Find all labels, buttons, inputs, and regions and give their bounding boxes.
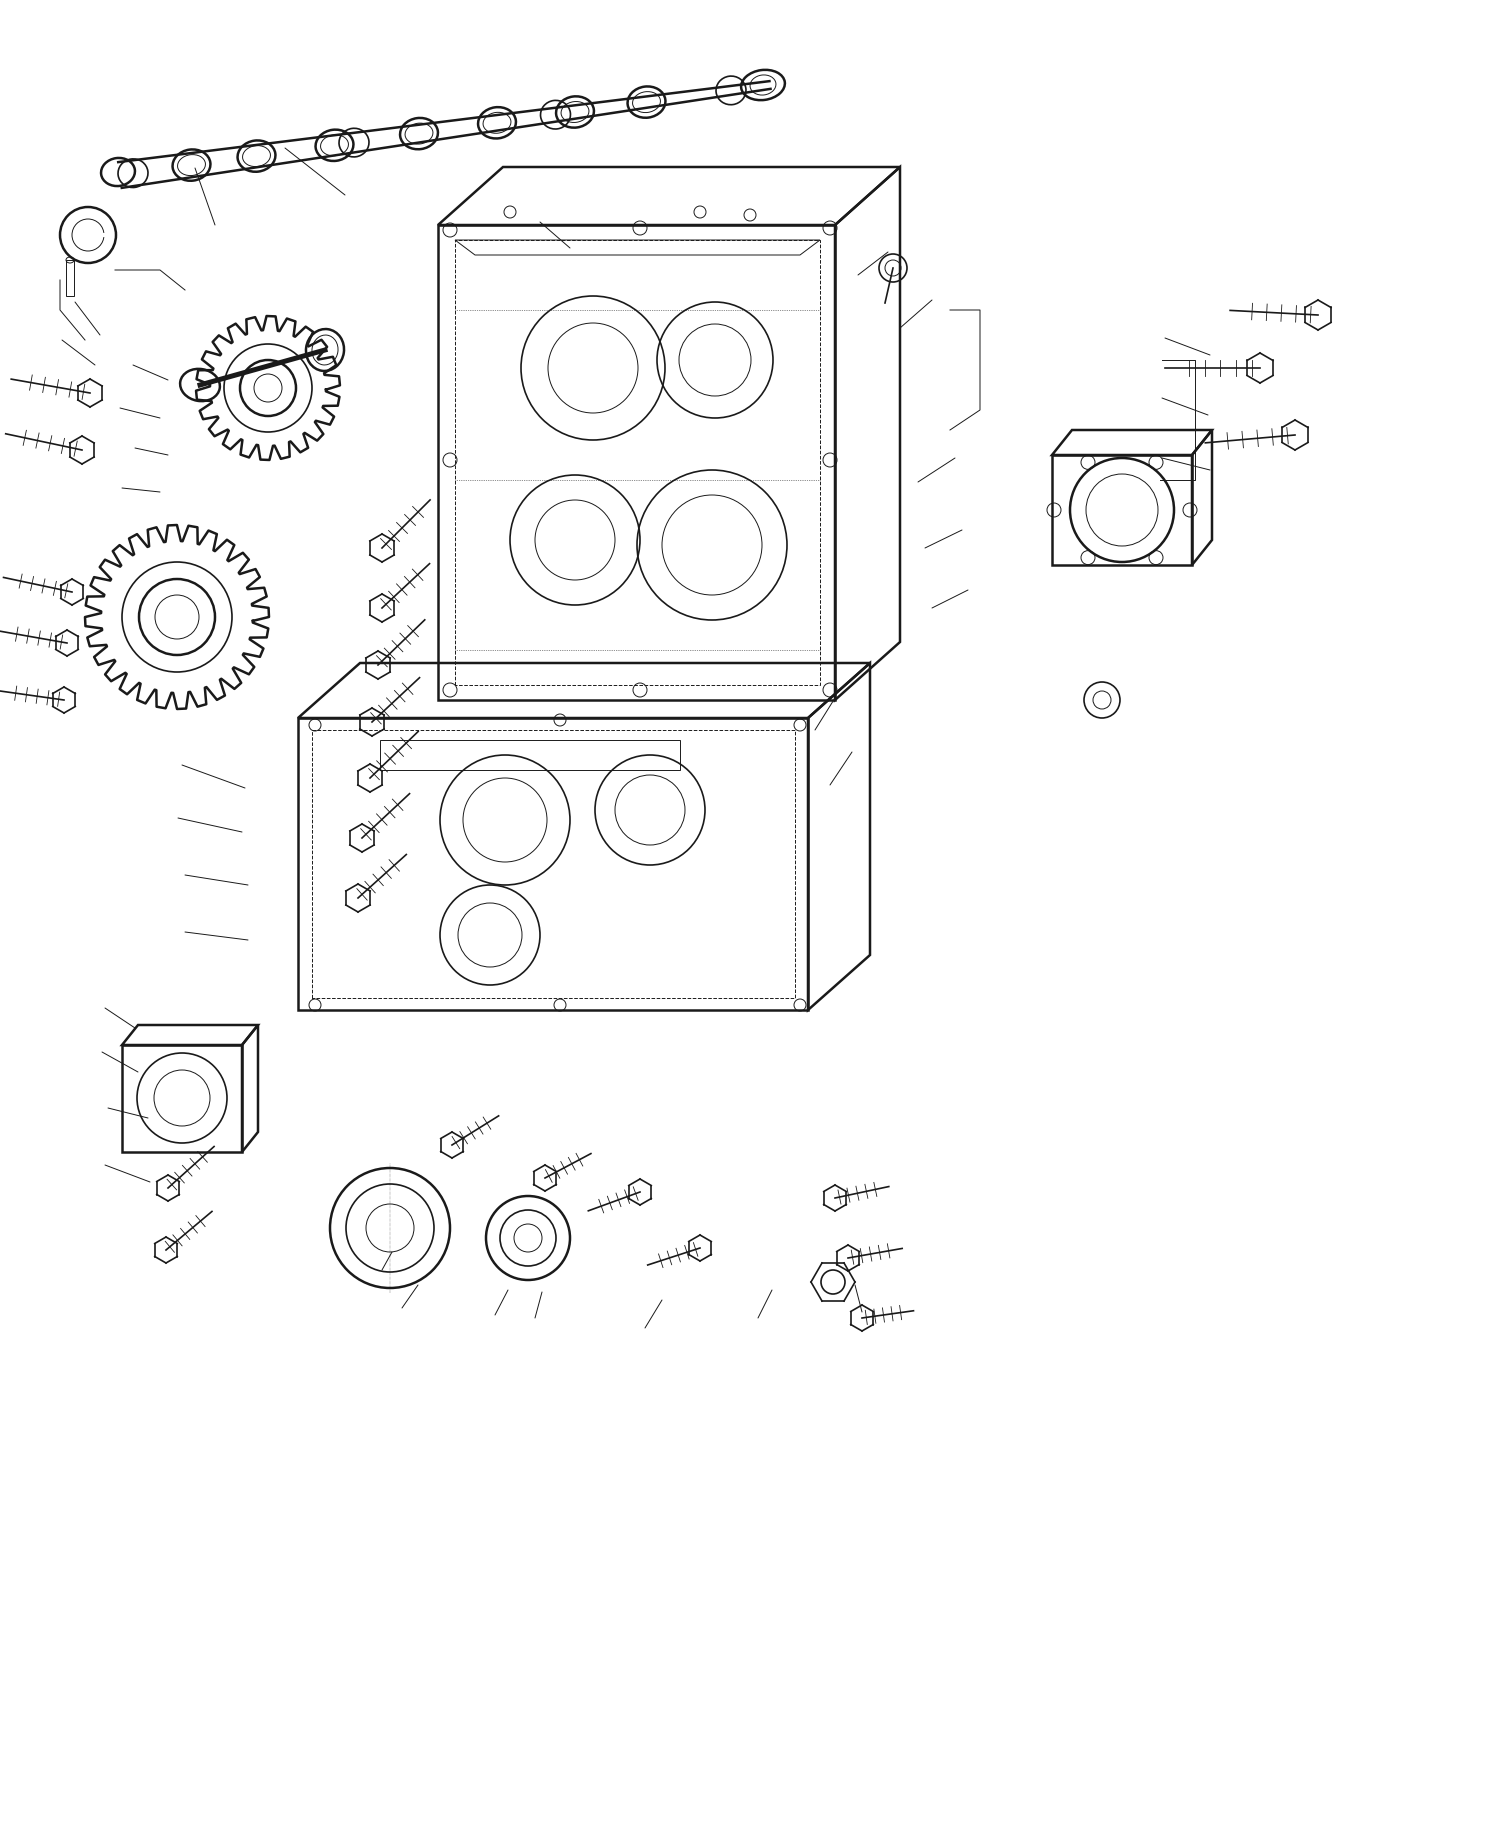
Bar: [66, 260, 75, 297]
